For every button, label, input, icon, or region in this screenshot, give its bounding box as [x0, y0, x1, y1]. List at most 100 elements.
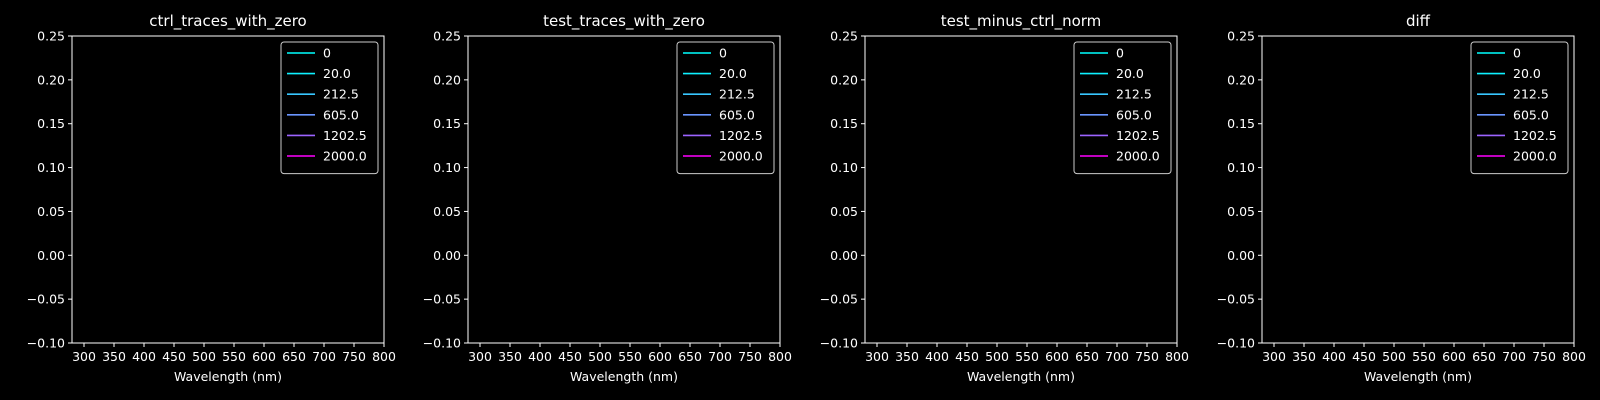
legend-label: 605.0	[1116, 107, 1152, 122]
x-tick-label: 500	[985, 349, 1009, 364]
x-tick-label: 800	[372, 349, 396, 364]
x-tick-label: 300	[865, 349, 889, 364]
x-tick-label: 700	[708, 349, 732, 364]
legend-label: 2000.0	[323, 149, 367, 164]
x-tick-label: 550	[618, 349, 642, 364]
chart-panel-4: 300 350 400 450 500 550 600 650 700 750 800 −0.10 −0…	[1217, 12, 1586, 384]
y-tick-label: 0.00	[433, 248, 461, 263]
chart-title: test_traces_with_zero	[543, 12, 705, 31]
x-tick-label: 400	[1322, 349, 1346, 364]
x-axis-label: Wavelength (nm)	[1364, 369, 1472, 384]
x-tick-label: 450	[162, 349, 186, 364]
chart-panel-3: 300 350 400 450 500 550 600 650 700 750 800 −0.10 −0…	[820, 12, 1189, 384]
y-tick-label: 0.05	[37, 204, 65, 219]
y-tick-label: 0.00	[1227, 248, 1255, 263]
x-tick-label: 750	[738, 349, 762, 364]
chart-panel-1: 300 350 400 450 500 550 600 650 700 750 800 −0.10 −0…	[27, 12, 396, 384]
x-tick-label: 700	[1502, 349, 1526, 364]
y-tick-label: −0.10	[820, 336, 858, 351]
y-tick-label: 0.10	[1227, 160, 1255, 175]
y-tick-label: 0.15	[37, 116, 65, 131]
x-tick-label: 350	[1292, 349, 1316, 364]
x-tick-label: 600	[648, 349, 672, 364]
x-tick-label: 750	[342, 349, 366, 364]
y-tick-label: 0.20	[830, 72, 858, 87]
y-tick-label: −0.05	[820, 292, 858, 307]
x-tick-label: 750	[1532, 349, 1556, 364]
legend: 0 20.0 212.5 605.0 1202.5 2000.0	[1073, 41, 1172, 175]
y-tick-label: 0.15	[830, 116, 858, 131]
x-tick-label: 400	[925, 349, 949, 364]
x-tick-label: 700	[1105, 349, 1129, 364]
chart-title: test_minus_ctrl_norm	[941, 12, 1102, 31]
x-tick-label: 550	[1412, 349, 1436, 364]
x-tick-label: 500	[588, 349, 612, 364]
chart-title: ctrl_traces_with_zero	[149, 12, 306, 31]
x-tick-label: 550	[1015, 349, 1039, 364]
legend: 0 20.0 212.5 605.0 1202.5 2000.0	[676, 41, 775, 175]
legend: 0 20.0 212.5 605.0 1202.5 2000.0	[1470, 41, 1569, 175]
x-tick-label: 550	[222, 349, 246, 364]
legend-label: 605.0	[323, 107, 359, 122]
y-tick-label: 0.20	[37, 72, 65, 87]
y-tick-label: 0.10	[37, 160, 65, 175]
x-tick-label: 400	[528, 349, 552, 364]
x-tick-label: 600	[1045, 349, 1069, 364]
x-tick-label: 300	[468, 349, 492, 364]
x-tick-label: 600	[1442, 349, 1466, 364]
x-tick-label: 750	[1135, 349, 1159, 364]
x-axis-label: Wavelength (nm)	[967, 369, 1075, 384]
y-tick-label: 0.15	[1227, 116, 1255, 131]
y-tick-label: 0.25	[433, 29, 461, 44]
x-axis-label: Wavelength (nm)	[174, 369, 282, 384]
y-tick-label: 0.05	[830, 204, 858, 219]
x-tick-label: 350	[102, 349, 126, 364]
legend-label: 605.0	[1513, 107, 1549, 122]
x-tick-label: 800	[768, 349, 792, 364]
x-tick-label: 650	[678, 349, 702, 364]
x-axis-label: Wavelength (nm)	[570, 369, 678, 384]
legend-label: 605.0	[719, 107, 755, 122]
y-tick-label: −0.05	[1217, 292, 1255, 307]
subplots: 300 350 400 450 500 550 600 650 700 750 800 −0.10 −0…	[27, 12, 1586, 384]
legend-frame	[1073, 41, 1172, 175]
legend: 0 20.0 212.5 605.0 1202.5 2000.0	[280, 41, 379, 175]
legend-label: 212.5	[1116, 87, 1152, 102]
x-tick-label: 800	[1165, 349, 1189, 364]
x-tick-label: 450	[558, 349, 582, 364]
legend-label: 20.0	[323, 66, 351, 81]
legend-label: 1202.5	[1513, 128, 1557, 143]
legend-frame	[280, 41, 379, 175]
legend-label: 212.5	[1513, 87, 1549, 102]
y-tick-label: −0.05	[27, 292, 65, 307]
x-tick-label: 600	[252, 349, 276, 364]
x-tick-label: 500	[192, 349, 216, 364]
y-tick-label: 0.05	[433, 204, 461, 219]
legend-label: 0	[1116, 46, 1124, 61]
x-tick-label: 300	[1262, 349, 1286, 364]
y-tick-label: 0.15	[433, 116, 461, 131]
y-tick-label: −0.10	[1217, 336, 1255, 351]
y-tick-label: 0.25	[830, 29, 858, 44]
y-tick-label: 0.20	[1227, 72, 1255, 87]
y-tick-label: 0.00	[37, 248, 65, 263]
legend-label: 2000.0	[1513, 149, 1557, 164]
legend-label: 212.5	[323, 87, 359, 102]
legend-label: 0	[1513, 46, 1521, 61]
chart-title: diff	[1406, 12, 1431, 30]
legend-label: 2000.0	[1116, 149, 1160, 164]
legend-label: 20.0	[1513, 66, 1541, 81]
y-tick-label: −0.10	[27, 336, 65, 351]
x-tick-label: 400	[132, 349, 156, 364]
y-tick-label: −0.10	[423, 336, 461, 351]
legend-label: 1202.5	[1116, 128, 1160, 143]
y-tick-label: 0.10	[433, 160, 461, 175]
legend-frame	[1470, 41, 1569, 175]
y-tick-label: 0.25	[1227, 29, 1255, 44]
x-tick-label: 350	[895, 349, 919, 364]
y-tick-label: 0.20	[433, 72, 461, 87]
x-tick-label: 450	[955, 349, 979, 364]
legend-label: 1202.5	[719, 128, 763, 143]
x-tick-label: 500	[1382, 349, 1406, 364]
